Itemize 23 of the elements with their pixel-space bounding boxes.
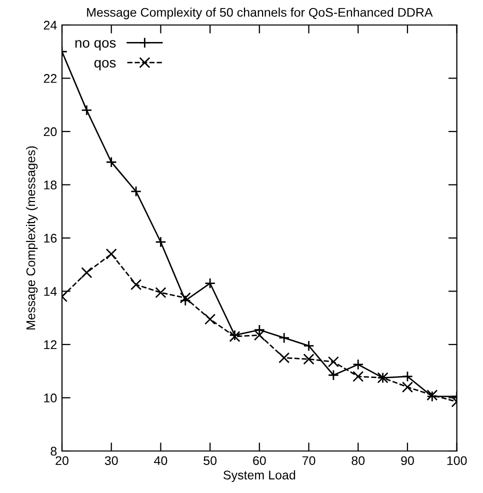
x-tick-label: 90 [401, 456, 414, 466]
x-tick-label: 40 [154, 456, 168, 466]
y-tick-label: 8 [50, 446, 57, 456]
y-tick-label: 20 [44, 127, 57, 136]
y-tick-label: 16 [44, 234, 57, 243]
legend-label: no qos [75, 40, 116, 50]
y-tick-label: 22 [44, 74, 57, 83]
y-axis-title: Message Complexity (messages) [26, 146, 38, 330]
x-tick-label: 20 [56, 456, 68, 466]
x-axis-title: System Load [224, 470, 296, 482]
chart-title: Message Complexity of 50 channels for QoS-Enhanced DDRA [87, 8, 433, 20]
x-tick-label: 100 [447, 456, 467, 466]
y-tick-label: 12 [44, 340, 57, 350]
x-tick-label: 30 [104, 456, 118, 466]
y-tick-label: 10 [44, 394, 57, 402]
x-tick-label: 70 [302, 456, 316, 466]
y-tick-label: 18 [44, 180, 57, 190]
x-tick-label: 60 [253, 456, 266, 466]
legend-label: qos [94, 60, 116, 70]
y-tick-label: 14 [44, 287, 57, 296]
x-tick-label: 80 [352, 456, 365, 466]
x-tick-label: 50 [204, 456, 217, 466]
y-tick-label: 24 [44, 20, 57, 30]
